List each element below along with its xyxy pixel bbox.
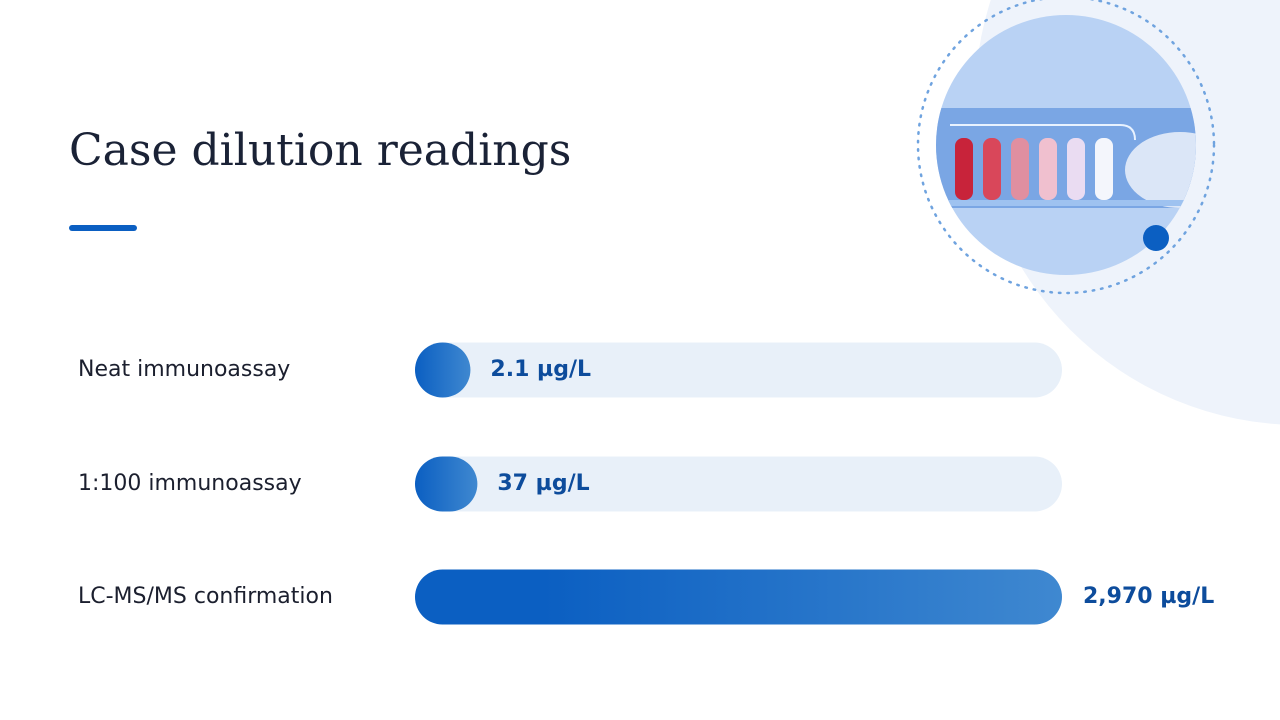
value-label: 2.1 µg/L bbox=[490, 357, 591, 382]
category-label: 1:100 immunoassay bbox=[78, 471, 302, 496]
decoration bbox=[69, 0, 1280, 425]
value-label: 2,970 µg/L bbox=[1083, 584, 1214, 609]
bar-track bbox=[415, 456, 1062, 512]
category-label: LC-MS/MS confirmation bbox=[78, 584, 333, 609]
bar bbox=[415, 456, 478, 512]
bar bbox=[415, 342, 471, 398]
value-label: 37 µg/L bbox=[497, 471, 589, 496]
bar-track bbox=[415, 342, 1062, 398]
category-label: Neat immunoassay bbox=[78, 357, 290, 382]
bar bbox=[415, 569, 1062, 625]
chart-title: Case dilution readings bbox=[69, 125, 571, 176]
